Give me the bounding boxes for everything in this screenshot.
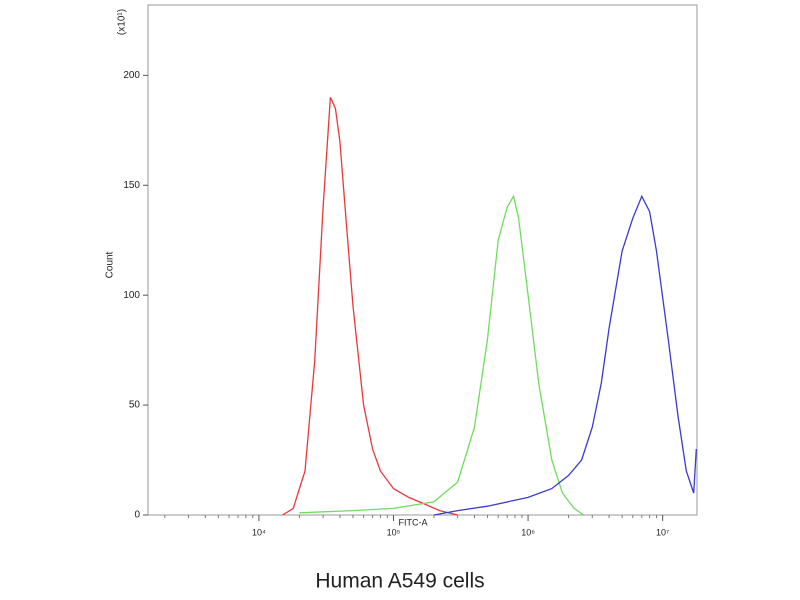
histogram-line — [282, 97, 458, 516]
histogram-line — [433, 194, 697, 516]
plot-frame — [147, 4, 698, 516]
x-tick-label: 10⁴ — [252, 527, 266, 537]
y-tick-label: 200 — [123, 70, 140, 81]
y-tick-label: 0 — [134, 510, 140, 521]
y-axis-label: Count — [105, 251, 116, 278]
y-tick-label: 50 — [129, 400, 141, 411]
y-tick-label: 150 — [123, 180, 140, 191]
y-tick-label: 100 — [123, 290, 140, 301]
x-tick-label: 10⁶ — [521, 527, 535, 537]
caption: Human A549 cells — [315, 570, 484, 593]
histogram-line — [299, 194, 585, 516]
x-axis-label: FITC-A — [399, 517, 428, 527]
x-tick-label: 10⁷ — [656, 527, 669, 537]
x-tick-label: 10⁵ — [387, 527, 401, 537]
y-axis-unit: (x10¹) — [117, 9, 128, 35]
